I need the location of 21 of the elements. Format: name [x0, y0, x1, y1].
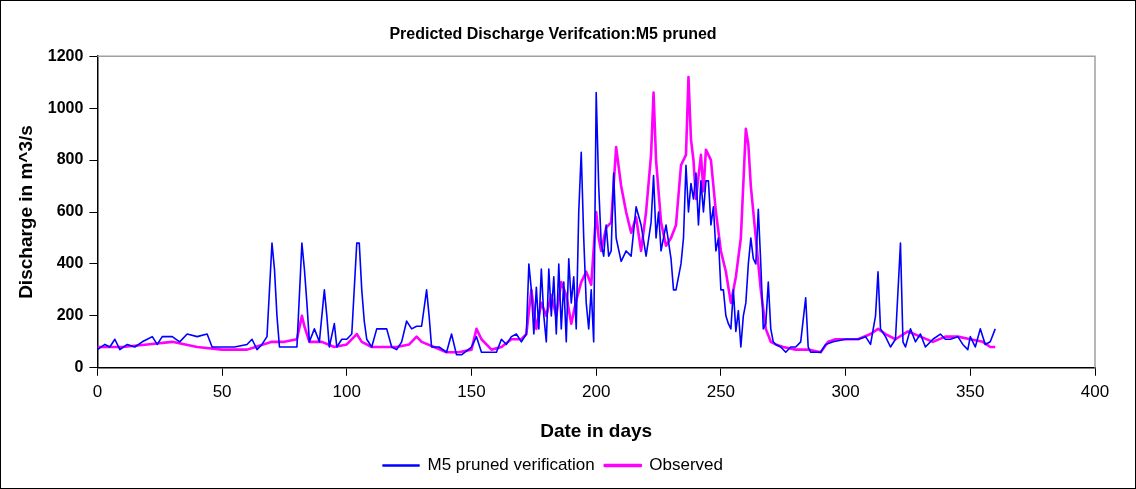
chart-title: Predicted Discharge Verifcation:M5 pruned [389, 25, 717, 43]
x-tick-label: 300 [831, 381, 860, 401]
y-axis-title: Discharge in m^3/s [14, 125, 36, 299]
x-tick-label: 350 [956, 381, 985, 401]
x-axis-title: Date in days [540, 419, 653, 441]
y-tick-label: 600 [56, 202, 84, 220]
legend-label: Observed [649, 455, 723, 475]
x-tick-label: 150 [457, 381, 486, 401]
x-tick-label: 0 [92, 381, 103, 401]
y-tick-label: 800 [56, 150, 84, 168]
legend-label: M5 pruned verification [427, 455, 595, 475]
x-tick-label: 100 [332, 381, 361, 401]
y-tick-label: 1200 [47, 46, 84, 64]
y-tick-label: 200 [56, 306, 84, 324]
y-tick-label: 1000 [47, 98, 84, 116]
y-tick-label: 400 [56, 254, 84, 272]
x-tick-label: 400 [1080, 381, 1110, 401]
x-tick-label: 250 [706, 381, 736, 401]
x-tick-label: 50 [212, 381, 232, 401]
x-tick-label: 200 [582, 381, 611, 401]
y-tick-label: 0 [74, 358, 84, 376]
